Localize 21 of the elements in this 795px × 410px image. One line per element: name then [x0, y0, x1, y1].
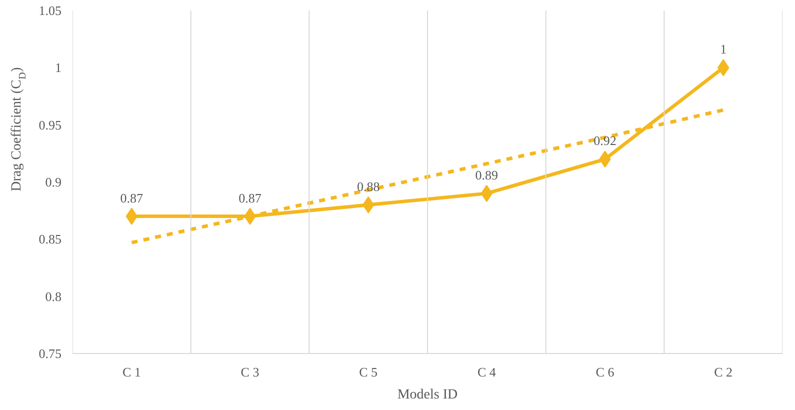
y-tick-label: 0.85	[38, 232, 62, 247]
data-label: 0.87	[120, 190, 144, 206]
x-tick-label: C 5	[359, 364, 378, 380]
y-tick-label: 0.95	[38, 117, 62, 132]
y-tick-label: 1	[55, 60, 62, 76]
x-tick-label: C 2	[714, 364, 733, 380]
data-label: 0.89	[475, 167, 498, 182]
data-label: 0.87	[238, 190, 262, 206]
y-tick-label: 0.9	[45, 174, 62, 190]
data-label: 0.88	[356, 178, 380, 194]
x-tick-label: C 1	[122, 364, 141, 380]
y-tick-label: 0.75	[38, 346, 62, 361]
y-tick-label: 0.8	[45, 288, 62, 304]
data-label: 0.92	[594, 133, 616, 148]
y-axis-title: Drag Coefficient (CD)	[10, 66, 28, 192]
x-axis-title: Models ID	[397, 388, 458, 402]
x-tick-label: C 4	[477, 364, 496, 380]
x-tick-label: C 3	[240, 364, 260, 380]
x-tick-label: C 6	[596, 364, 615, 380]
data-label: 1	[720, 42, 727, 57]
y-tick-label: 1.05	[38, 3, 62, 18]
